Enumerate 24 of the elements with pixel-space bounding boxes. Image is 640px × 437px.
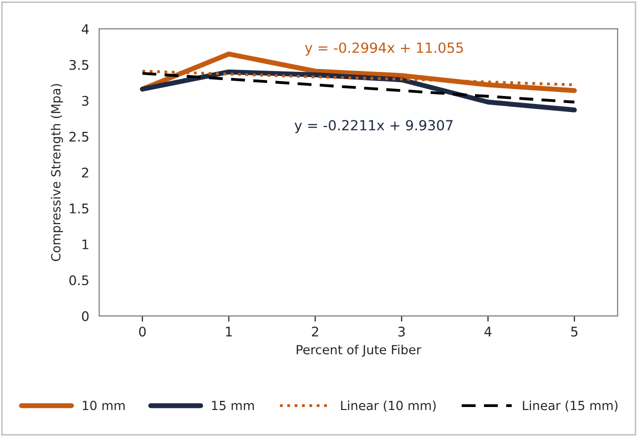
y-tick-label: 0 [82,311,89,322]
legend-label: 15 mm [212,400,254,410]
y-axis-title: Compressive Strength (Mpa) [50,84,63,262]
y-tick-label: 3.5 [70,60,88,70]
legend-label: Linear (15 mm) [522,400,618,412]
y-tick-label: 1.5 [70,204,88,214]
y-tick-label: 4 [82,24,89,34]
y-tick-label: 0.5 [69,275,88,286]
line-series [141,72,576,104]
legend-label: 10 mm [82,400,125,410]
y-tick-label: 2.5 [69,132,88,142]
y-tick-label: 2 [82,168,88,178]
legend-label: Linear (10 mm) [341,400,436,412]
annotation: y = -0.2211x + 9.9307 [294,120,453,134]
x-tick-label: 2 [312,326,318,336]
annotation: y = -0.2994x + 11.055 [304,42,463,56]
y-tick-label: 3 [82,96,88,106]
x-tick-label: 1 [226,326,232,336]
x-axis-title: Percent of Jute Fiber [296,344,422,357]
x-tick-label: 4 [484,326,492,336]
x-tick-label: 5 [571,326,578,337]
x-tick-label: 3 [398,326,405,337]
x-tick-label: 0 [139,326,146,337]
y-tick-label: 1 [82,240,88,250]
